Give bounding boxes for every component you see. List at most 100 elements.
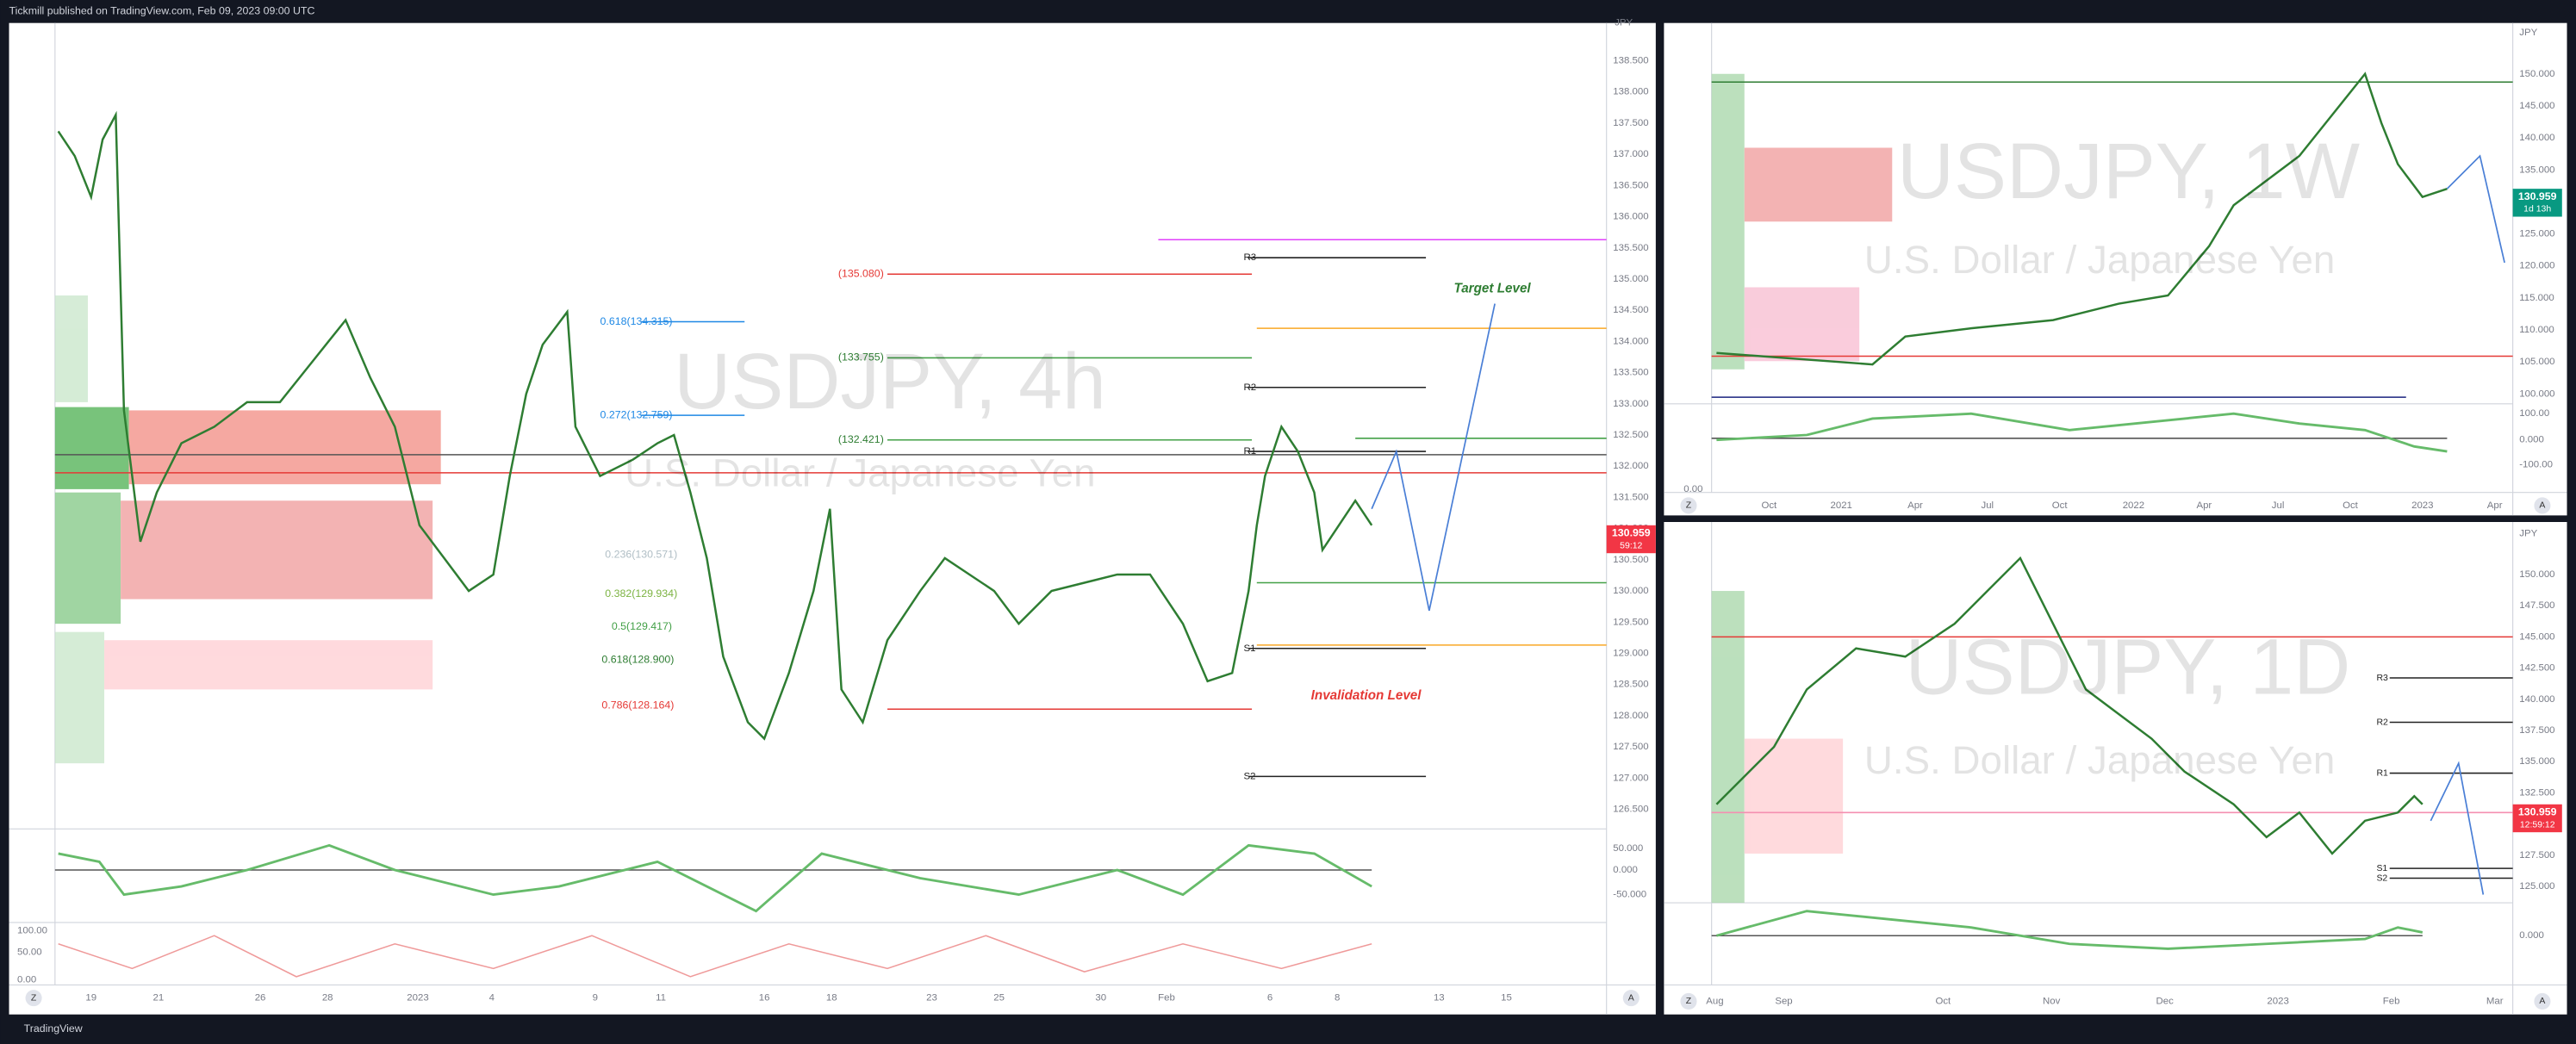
oscillator-axis-label: 100.00 [17, 926, 47, 936]
indicator-axis-label: 50.000 [1613, 843, 1643, 854]
pivot-label: R3 [1244, 252, 1257, 263]
time-axis-label: Feb [2383, 996, 2400, 1006]
invalidation-label: Invalidation Level [1311, 688, 1422, 703]
currency-label: JPY [2519, 28, 2537, 38]
price-axis-label: 134.500 [1613, 305, 1648, 315]
fib-label: (135.080) [838, 268, 884, 280]
time-axis-label: Feb [1158, 993, 1175, 1004]
time-axis-label: Mar [2486, 996, 2504, 1006]
price-axis-label: 126.500 [1613, 805, 1648, 815]
watermark: USDJPY, 1D [1906, 623, 2351, 711]
time-axis-label: 26 [255, 993, 266, 1004]
time-axis-label: Aug [1706, 996, 1723, 1006]
fib-label: (133.755) [838, 351, 884, 364]
fib-label: 0.382(129.934) [605, 587, 677, 600]
time-axis-label: Jul [2272, 500, 2285, 511]
indicator-axis-label: -50.000 [1613, 890, 1646, 900]
time-axis-label: 11 [656, 993, 666, 1004]
scale-button[interactable] [1680, 497, 1697, 514]
oscillator-axis-label: 0.00 [17, 975, 36, 985]
scale-button-label: Z [1686, 997, 1692, 1006]
oscillator-axis-label: 0.00 [1683, 484, 1702, 494]
time-axis-label: 13 [1434, 993, 1445, 1004]
scale-button[interactable] [25, 990, 42, 1007]
header-text: Tickmill published on TradingView.com, F… [9, 5, 314, 17]
price-axis-label: 135.000 [2519, 756, 2554, 767]
price-axis-label: 132.500 [2519, 787, 2554, 798]
last-price-box [1606, 525, 1656, 554]
time-axis-label: 23 [926, 993, 937, 1004]
watermark-subtitle: U.S. Dollar / Japanese Yen [625, 451, 1095, 495]
fib-label: 0.618(128.900) [601, 653, 674, 665]
time-axis-label: 21 [153, 993, 165, 1004]
pivot-label: S2 [1244, 771, 1256, 781]
scale-button-label: Z [1686, 501, 1692, 511]
scale-button-label: Z [31, 993, 37, 1003]
indicator-axis-label: -100.00 [2519, 459, 2553, 469]
price-axis-label: 128.500 [1613, 680, 1648, 690]
countdown: 12:59:12 [2520, 820, 2555, 830]
indicator-axis-label: 100.00 [2519, 408, 2549, 419]
price-axis-label: 138.500 [1613, 56, 1648, 66]
scale-button-label: A [1628, 993, 1634, 1003]
time-axis-label: 19 [85, 993, 96, 1004]
pivot-label: R2 [1244, 382, 1257, 393]
levels [54, 81, 2513, 936]
price-axis-label: 138.000 [1613, 87, 1648, 97]
price-axis-label: 133.000 [1613, 399, 1648, 409]
price-axis-label: 150.000 [2519, 69, 2554, 79]
time-axis-label: 25 [993, 993, 1005, 1004]
price-axis-label: 150.000 [2519, 569, 2554, 580]
price-axis-label: 133.500 [1613, 368, 1648, 378]
time-axis-label: 2023 [407, 993, 428, 1004]
time-axis-label: 15 [1501, 993, 1512, 1004]
price-axis-label: 100.000 [2519, 388, 2554, 399]
pivot-label: R1 [1244, 446, 1257, 457]
scale-button-label: A [2539, 501, 2545, 511]
price-axis-label: 129.500 [1613, 617, 1648, 627]
price-axis-label: 128.000 [1613, 711, 1648, 721]
indicator-axis-label: 0.000 [2519, 930, 2544, 941]
time-axis-label: 9 [593, 993, 598, 1004]
currency-label: JPY [2519, 528, 2537, 538]
price-axis-label: 137.000 [1613, 149, 1648, 159]
price-axis-label: 132.500 [1613, 430, 1648, 440]
price-axis-label: 134.000 [1613, 336, 1648, 346]
last-price: 130.959 [2518, 190, 2557, 202]
indicator-axis-label: 0.000 [2519, 435, 2544, 445]
price-axis-label: 137.500 [1613, 118, 1648, 128]
price-axis-label: 115.000 [2519, 293, 2554, 303]
scale-button[interactable] [1622, 990, 1640, 1007]
pivot-label: S2 [2376, 873, 2387, 883]
price-axis-label: 135.000 [2519, 165, 2554, 175]
time-axis-label: Oct [2343, 500, 2359, 511]
price-axis-label: 132.000 [1613, 461, 1648, 471]
price-paths [57, 71, 2505, 978]
scale-button[interactable] [2534, 992, 2551, 1010]
time-axis-label: Apr [1907, 500, 1923, 511]
fib-label: 0.618(134.315) [600, 315, 673, 327]
price-axis-label: 130.500 [1613, 555, 1648, 565]
time-axis-label: Apr [2487, 500, 2503, 511]
time-axis-label: Oct [1935, 996, 1951, 1006]
fib-label: 0.272(132.759) [600, 408, 673, 420]
price-axis-label: 135.500 [1613, 243, 1648, 253]
last-price-box [2512, 189, 2562, 217]
fib-label: 0.5(129.417) [612, 620, 672, 632]
watermark-subtitle: U.S. Dollar / Japanese Yen [1864, 738, 2335, 782]
scale-button[interactable] [2534, 497, 2551, 514]
time-axis-label: Oct [1761, 500, 1777, 511]
pivot-label: S1 [2376, 864, 2387, 873]
oscillator-axis-label: 50.00 [17, 947, 42, 957]
price-axis-label: 125.000 [2519, 229, 2554, 239]
last-price: 130.959 [2518, 806, 2557, 818]
time-axis-label: Sep [1775, 996, 1792, 1006]
time-axis-label: 2023 [2411, 500, 2433, 511]
scale-button-label: A [2539, 997, 2545, 1006]
scale-button[interactable] [1680, 992, 1697, 1010]
time-axis-label: 2023 [2267, 996, 2288, 1006]
fib-label: 0.786(128.164) [601, 699, 674, 712]
time-axis-label: 4 [489, 993, 495, 1004]
price-axis-label: 110.000 [2519, 325, 2554, 335]
